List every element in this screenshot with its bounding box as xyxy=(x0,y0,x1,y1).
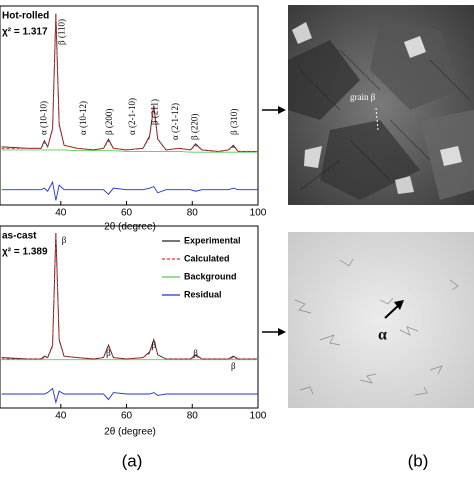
arrow xyxy=(262,106,286,336)
panel-label: (a) xyxy=(122,451,143,470)
peak-label: α (10-12) xyxy=(78,101,88,135)
legend-label: Residual xyxy=(184,289,222,299)
micrograph-hot-rolled: grain β xyxy=(288,5,474,205)
x-tick-label: 100 xyxy=(250,208,267,219)
x-tick-label: 80 xyxy=(187,208,199,219)
legend-label: Calculated xyxy=(184,253,230,263)
peak-label: β xyxy=(62,235,67,245)
x-tick-label: 40 xyxy=(55,411,67,422)
peak-label: α (10-10) xyxy=(38,101,48,135)
peak-label: β (110) xyxy=(57,19,67,45)
plot-frame xyxy=(0,5,259,206)
legend-label: Experimental xyxy=(184,235,241,245)
x-tick-label: 60 xyxy=(121,411,133,422)
fit-label: χ² = 1.389 xyxy=(2,247,48,258)
peak-label: β xyxy=(231,361,236,371)
panel-label: (b) xyxy=(408,451,429,470)
x-tick-label: 80 xyxy=(187,411,199,422)
series-line xyxy=(1,149,258,153)
peak-label: α (2-1-10) xyxy=(127,98,137,135)
xrd-chart: 40 60 80 100 2θ (degree) Hot-rolled χ² = 1.317… xyxy=(0,5,267,233)
fit-label: χ² = 1.317 xyxy=(2,27,48,38)
peak-label: β xyxy=(193,348,198,358)
x-tick-label: 100 xyxy=(250,411,267,422)
peak-label: β (211) xyxy=(150,99,160,125)
x-axis-title: 2θ (degree) xyxy=(104,427,156,438)
peak-label: β (220) xyxy=(190,114,200,140)
sample-label: Hot-rolled xyxy=(2,11,49,22)
series-line xyxy=(1,235,258,360)
series-line xyxy=(1,13,258,152)
micrograph-as-cast: α xyxy=(288,232,474,408)
xrd-chart: 40 60 80 100 2θ (degree) as-cast χ² = 1.389 β β β… xyxy=(0,225,267,438)
micrograph-label: α xyxy=(378,327,387,344)
plot-frame xyxy=(0,225,259,409)
series-line xyxy=(1,387,258,405)
peak-label: α (2-1-12) xyxy=(170,103,180,140)
x-axis-title: 2θ (degree) xyxy=(104,222,156,233)
legend-label: Background xyxy=(184,271,237,281)
x-tick-label: 60 xyxy=(121,208,133,219)
micrograph-label: grain β xyxy=(350,92,376,102)
x-tick-label: 40 xyxy=(55,208,67,219)
peak-label: β (200) xyxy=(104,109,114,135)
series-line xyxy=(1,180,258,201)
sample-label: as-cast xyxy=(2,231,37,242)
peak-label: β xyxy=(152,340,157,350)
peak-label: β (310) xyxy=(229,109,239,135)
peak-label: β xyxy=(106,348,111,358)
